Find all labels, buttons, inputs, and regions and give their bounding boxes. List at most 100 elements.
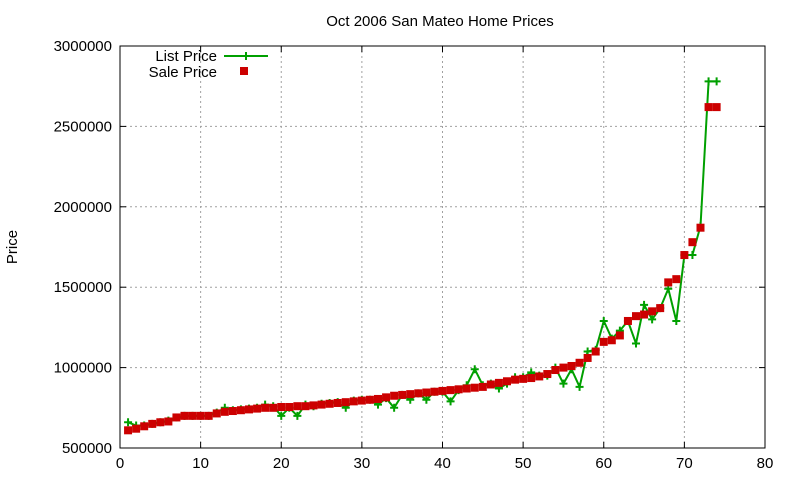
sale-price-point bbox=[640, 310, 649, 319]
sale-price-point bbox=[188, 411, 197, 420]
list-price-point bbox=[575, 382, 584, 391]
sale-price-point bbox=[704, 103, 713, 112]
sale-price-point bbox=[309, 401, 318, 410]
sale-price-point bbox=[245, 405, 253, 414]
chart-title: Oct 2006 San Mateo Home Prices bbox=[326, 13, 554, 30]
sale-price-point bbox=[253, 404, 262, 413]
sale-price-point bbox=[559, 363, 568, 372]
list-price-point bbox=[470, 365, 479, 374]
sale-price-point bbox=[132, 424, 141, 433]
sale-price-point bbox=[398, 390, 407, 399]
sale-price-point bbox=[124, 426, 133, 435]
sale-price-point bbox=[349, 397, 358, 406]
sale-price-point bbox=[478, 382, 487, 391]
sale-price-point bbox=[374, 394, 382, 403]
sale-price-point bbox=[462, 384, 471, 393]
sale-price-point bbox=[567, 361, 576, 370]
sale-price-point bbox=[664, 278, 673, 287]
y-tick-label: 1000000 bbox=[54, 360, 112, 377]
axis-ticks: 0 10 20 30 40 50 60 70 80 500000 1000000 1500000 200… bbox=[54, 38, 774, 472]
list-price-point bbox=[632, 339, 640, 348]
sale-price-point bbox=[591, 347, 600, 356]
sale-price-point bbox=[341, 398, 350, 407]
sale-price-point bbox=[615, 331, 624, 340]
list-price-line bbox=[127, 80, 717, 427]
sale-price-point bbox=[220, 407, 229, 416]
x-tick-label: 50 bbox=[515, 455, 532, 472]
sale-price-point bbox=[454, 385, 463, 394]
sale-price-point bbox=[333, 398, 342, 407]
list-price-point bbox=[446, 397, 455, 406]
sale-price-point bbox=[607, 336, 616, 345]
sale-price-point bbox=[422, 388, 431, 397]
sale-price-point bbox=[390, 391, 399, 400]
sale-price-point bbox=[301, 402, 310, 411]
list-price-point bbox=[704, 77, 713, 86]
y-tick-label: 500000 bbox=[62, 440, 112, 457]
sale-price-point bbox=[575, 358, 584, 367]
list-price-point bbox=[390, 403, 399, 412]
x-tick-label: 30 bbox=[354, 455, 371, 472]
list-price-point bbox=[293, 411, 302, 420]
sale-price-point bbox=[236, 406, 245, 415]
sale-price-point bbox=[180, 411, 189, 420]
sale-price-point bbox=[406, 390, 415, 399]
list-price-point bbox=[688, 251, 697, 260]
sale-price-point bbox=[470, 383, 479, 392]
sale-price-point bbox=[293, 402, 302, 411]
x-tick-label: 70 bbox=[676, 455, 693, 472]
sale-price-point bbox=[277, 402, 286, 411]
list-price-point bbox=[277, 411, 286, 420]
list-price-point bbox=[648, 315, 657, 324]
sale-price-point bbox=[261, 403, 270, 412]
sale-price-point bbox=[438, 386, 447, 395]
y-tick-label: 1500000 bbox=[54, 279, 112, 296]
x-tick-label: 10 bbox=[192, 455, 209, 472]
sale-price-point bbox=[519, 374, 528, 383]
y-tick-label: 2500000 bbox=[54, 118, 112, 135]
sale-price-point bbox=[228, 407, 237, 416]
legend: List Price Sale Price bbox=[149, 48, 268, 81]
sale-price-point bbox=[511, 375, 520, 384]
sale-price-point bbox=[430, 387, 439, 396]
sale-price-point bbox=[688, 238, 697, 247]
x-tick-label: 40 bbox=[434, 455, 451, 472]
legend-marker-list-price bbox=[242, 52, 250, 60]
sale-price-point bbox=[414, 389, 423, 398]
sale-price-point bbox=[494, 378, 503, 387]
sale-price-point bbox=[503, 377, 511, 386]
list-price-point bbox=[712, 77, 721, 86]
x-tick-label: 0 bbox=[116, 455, 124, 472]
y-axis-label: Price bbox=[4, 230, 21, 264]
sale-price-point bbox=[148, 419, 157, 428]
x-tick-label: 80 bbox=[757, 455, 774, 472]
list-price-point bbox=[422, 395, 431, 404]
sale-price-point bbox=[623, 316, 632, 325]
list-price-point bbox=[599, 316, 608, 325]
sale-price-point bbox=[317, 400, 326, 409]
sale-price-point bbox=[680, 251, 689, 260]
sale-price-point bbox=[535, 372, 544, 381]
x-tick-label: 20 bbox=[273, 455, 290, 472]
sale-price-point bbox=[486, 380, 495, 389]
series bbox=[124, 77, 721, 435]
sale-price-point bbox=[172, 413, 181, 422]
sale-price-point bbox=[204, 411, 213, 420]
sale-price-point bbox=[156, 418, 165, 427]
grid-lines bbox=[120, 46, 765, 448]
sale-price-point bbox=[140, 422, 149, 431]
sale-price-point bbox=[583, 353, 592, 362]
sale-price-point bbox=[269, 403, 278, 412]
legend-label-sale-price: Sale Price bbox=[149, 64, 217, 81]
x-tick-label: 60 bbox=[595, 455, 612, 472]
sale-price-point bbox=[543, 370, 552, 379]
sale-price-point bbox=[446, 386, 455, 395]
list-price-point bbox=[559, 379, 568, 388]
sale-price-point bbox=[648, 307, 657, 316]
sale-price-point bbox=[712, 103, 721, 112]
list-price-point bbox=[640, 300, 649, 309]
sale-price-point bbox=[285, 402, 294, 411]
sale-price-point bbox=[212, 409, 221, 418]
sale-price-point bbox=[382, 393, 391, 402]
sale-price-point bbox=[599, 337, 608, 346]
